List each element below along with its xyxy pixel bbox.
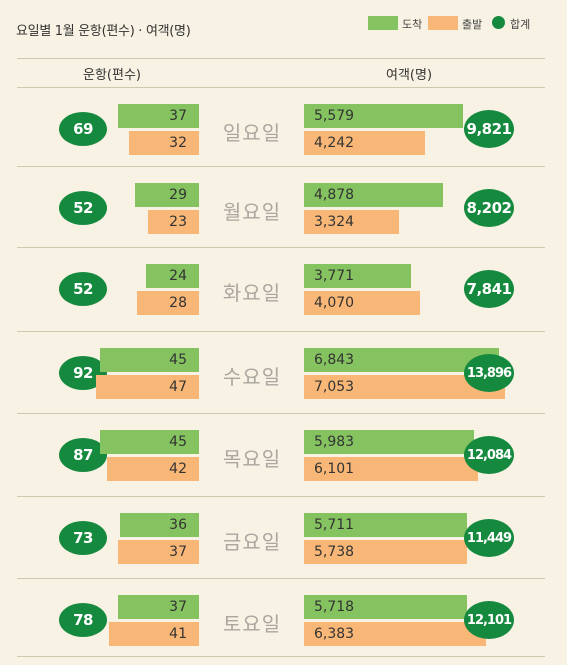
legend-total-dot xyxy=(492,16,505,29)
flights-header: 운항(편수) xyxy=(83,68,141,83)
flights-total-badge: 78 xyxy=(59,603,107,637)
row-divider xyxy=(17,578,545,579)
legend-arrival-label: 도착 xyxy=(402,18,423,31)
flights-total-badge: 52 xyxy=(59,272,107,306)
passengers-arrival-bar: 5,579 xyxy=(304,104,463,128)
chart-title: 요일별 1월 운항(편수) · 여객(명) xyxy=(16,24,191,39)
day-row: 52 29 23 월요일 4,878 3,324 8,202 xyxy=(0,168,567,248)
legend-departure-label: 출발 xyxy=(462,18,483,31)
flights-departure-bar: 28 xyxy=(137,291,199,315)
flights-total-badge: 52 xyxy=(59,191,107,225)
passengers-total-badge: 9,821 xyxy=(464,110,514,148)
passengers-departure-bar: 5,738 xyxy=(304,540,467,564)
legend-departure-swatch xyxy=(428,16,458,30)
day-label: 일요일 xyxy=(222,121,282,145)
flights-departure-bar: 37 xyxy=(118,540,199,564)
passengers-departure-bar: 6,383 xyxy=(304,622,486,646)
day-label: 금요일 xyxy=(222,530,282,554)
passengers-arrival-bar: 5,983 xyxy=(304,430,474,454)
passengers-arrival-bar: 4,878 xyxy=(304,183,443,207)
day-label: 토요일 xyxy=(222,612,282,636)
day-row: 87 45 42 목요일 5,983 6,101 12,084 xyxy=(0,415,567,495)
flights-arrival-bar: 36 xyxy=(120,513,199,537)
flights-departure-bar: 42 xyxy=(107,457,199,481)
flights-arrival-bar: 37 xyxy=(118,595,199,619)
day-row: 52 24 28 화요일 3,771 4,070 7,841 xyxy=(0,249,567,329)
day-row: 73 36 37 금요일 5,711 5,738 11,449 xyxy=(0,498,567,578)
flights-arrival-bar: 45 xyxy=(100,348,199,372)
row-divider xyxy=(17,247,545,248)
passengers-arrival-bar: 6,843 xyxy=(304,348,499,372)
flights-arrival-bar: 45 xyxy=(100,430,199,454)
flights-departure-bar: 32 xyxy=(129,131,199,155)
flights-departure-bar: 41 xyxy=(109,622,199,646)
row-divider xyxy=(17,496,545,497)
legend: 도착 출발 합계 xyxy=(368,16,543,32)
passengers-departure-bar: 4,242 xyxy=(304,131,425,155)
passengers-total-badge: 7,841 xyxy=(464,270,514,308)
flights-departure-bar: 47 xyxy=(96,375,199,399)
flights-total-badge: 69 xyxy=(59,112,107,146)
passengers-header: 여객(명) xyxy=(386,68,433,83)
row-divider xyxy=(17,87,545,88)
day-label: 월요일 xyxy=(222,200,282,224)
day-label: 화요일 xyxy=(222,281,282,305)
passengers-total-badge: 13,896 xyxy=(464,354,514,392)
row-divider xyxy=(17,656,545,657)
flights-arrival-bar: 37 xyxy=(118,104,199,128)
passengers-total-badge: 12,101 xyxy=(464,601,514,639)
passengers-arrival-bar: 5,711 xyxy=(304,513,467,537)
flights-total-badge: 73 xyxy=(59,521,107,555)
passengers-total-badge: 8,202 xyxy=(464,189,514,227)
row-divider xyxy=(17,166,545,167)
day-label: 수요일 xyxy=(222,365,282,389)
passengers-departure-bar: 4,070 xyxy=(304,291,420,315)
passengers-total-badge: 12,084 xyxy=(464,436,514,474)
passengers-total-badge: 11,449 xyxy=(464,519,514,557)
day-label: 목요일 xyxy=(222,447,282,471)
passengers-arrival-bar: 3,771 xyxy=(304,264,411,288)
day-row: 92 45 47 수요일 6,843 7,053 13,896 xyxy=(0,333,567,413)
passengers-departure-bar: 3,324 xyxy=(304,210,399,234)
legend-arrival-swatch xyxy=(368,16,398,30)
flights-arrival-bar: 29 xyxy=(135,183,199,207)
flights-arrival-bar: 24 xyxy=(146,264,199,288)
row-divider xyxy=(17,413,545,414)
top-rule xyxy=(17,58,545,59)
passengers-departure-bar: 6,101 xyxy=(304,457,478,481)
flights-departure-bar: 23 xyxy=(148,210,199,234)
row-divider xyxy=(17,331,545,332)
passengers-arrival-bar: 5,718 xyxy=(304,595,467,619)
day-row: 69 37 32 일요일 5,579 4,242 9,821 xyxy=(0,89,567,169)
flights-total-badge: 87 xyxy=(59,438,107,472)
legend-total-label: 합계 xyxy=(510,18,531,31)
day-row: 78 37 41 토요일 5,718 6,383 12,101 xyxy=(0,580,567,660)
